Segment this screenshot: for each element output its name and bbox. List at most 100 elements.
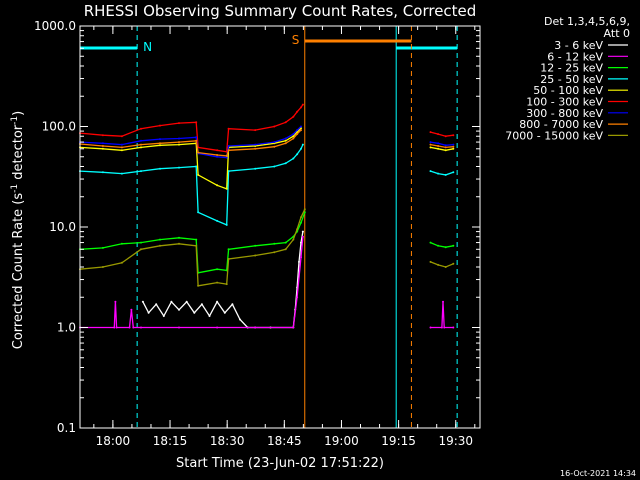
data-point xyxy=(101,134,104,137)
legend-entry-label: 50 - 100 keV xyxy=(533,84,603,97)
data-point xyxy=(452,147,455,150)
series-line-7000-15000-kev xyxy=(79,209,306,287)
series-line-100-300-kev xyxy=(430,131,454,137)
data-point xyxy=(437,147,440,150)
series-line-12-25-kev xyxy=(79,212,306,274)
data-point xyxy=(231,303,234,306)
legend-entry-label: 3 - 6 keV xyxy=(554,39,603,52)
data-point xyxy=(296,133,299,136)
data-point xyxy=(429,146,432,149)
data-point xyxy=(130,308,133,311)
data-point xyxy=(225,154,228,157)
data-point xyxy=(284,142,287,145)
data-point xyxy=(197,151,200,154)
data-point xyxy=(185,300,188,303)
y-tick-label: 1.0 xyxy=(57,321,76,335)
data-point xyxy=(195,165,198,168)
data-point xyxy=(223,311,226,314)
data-point xyxy=(284,139,287,142)
legend-entry-label: 6 - 12 keV xyxy=(547,50,603,63)
data-point xyxy=(101,147,104,150)
data-point xyxy=(429,241,432,244)
data-point xyxy=(301,143,304,146)
data-point xyxy=(292,326,295,329)
data-point xyxy=(300,129,302,132)
series-line-300-800-kev xyxy=(430,141,454,146)
y-tick-label: 0.1 xyxy=(57,421,76,435)
y-tick-label: 1000.0 xyxy=(34,19,76,33)
data-point xyxy=(300,147,302,150)
data-point xyxy=(429,131,432,134)
data-point xyxy=(300,241,302,244)
data-point xyxy=(178,326,180,329)
legend-entry-label: 100 - 300 keV xyxy=(526,96,603,109)
data-point xyxy=(273,242,276,245)
data-point xyxy=(197,173,200,176)
x-tick-label: 18:45 xyxy=(267,434,302,448)
data-point xyxy=(159,144,161,147)
x-tick-label: 19:30 xyxy=(438,434,473,448)
data-point xyxy=(159,124,161,127)
data-point xyxy=(296,110,299,113)
data-point xyxy=(128,326,131,329)
data-point xyxy=(227,258,230,260)
data-point xyxy=(193,311,196,314)
data-point xyxy=(452,171,455,174)
series-line-7000-15000-kev xyxy=(430,261,454,268)
data-point xyxy=(147,311,150,314)
data-point xyxy=(444,149,447,152)
data-point xyxy=(197,211,200,214)
data-point xyxy=(444,173,447,176)
data-point xyxy=(273,251,276,254)
data-point xyxy=(159,238,161,241)
data-point xyxy=(301,230,304,233)
data-point xyxy=(216,281,219,284)
data-point xyxy=(178,308,180,311)
x-tick-label: 18:15 xyxy=(153,434,188,448)
data-point xyxy=(216,326,219,329)
data-point xyxy=(178,141,180,144)
data-point xyxy=(239,318,241,321)
data-point xyxy=(140,146,142,149)
data-point xyxy=(197,284,200,287)
series-line-12-25-kev xyxy=(430,242,454,248)
x-tick-label: 18:00 xyxy=(96,434,131,448)
x-tick-label: 18:30 xyxy=(210,434,245,448)
data-point xyxy=(429,260,432,263)
data-point xyxy=(178,143,180,146)
data-point xyxy=(296,228,299,231)
data-point xyxy=(216,184,219,187)
data-point xyxy=(301,103,304,106)
data-point xyxy=(437,133,440,136)
data-point xyxy=(254,254,257,257)
generation-timestamp: 16-Oct-2021 14:34 xyxy=(560,469,636,478)
data-point xyxy=(120,143,123,146)
data-point xyxy=(452,143,455,146)
data-point xyxy=(429,141,432,144)
data-point xyxy=(444,266,447,268)
data-point xyxy=(159,138,161,141)
data-point xyxy=(300,106,302,109)
data-point xyxy=(254,326,257,329)
legend-entry-label: 12 - 25 keV xyxy=(540,62,603,75)
data-point xyxy=(227,127,230,130)
data-point xyxy=(170,300,173,303)
data-point xyxy=(216,268,219,271)
data-point xyxy=(444,135,447,138)
data-point xyxy=(292,137,295,140)
data-point xyxy=(429,326,432,329)
data-point xyxy=(443,326,446,329)
data-point xyxy=(216,154,219,156)
data-point xyxy=(284,121,287,124)
data-point xyxy=(120,261,123,264)
data-point xyxy=(301,235,304,238)
data-point xyxy=(195,136,198,139)
data-point xyxy=(159,142,161,145)
legend-entry-label: 7000 - 15000 keV xyxy=(505,129,603,142)
series-line-800-7000-kev xyxy=(430,143,454,149)
series-line-50-100-kev xyxy=(430,146,454,151)
data-point xyxy=(284,137,287,140)
data-point xyxy=(437,145,440,147)
